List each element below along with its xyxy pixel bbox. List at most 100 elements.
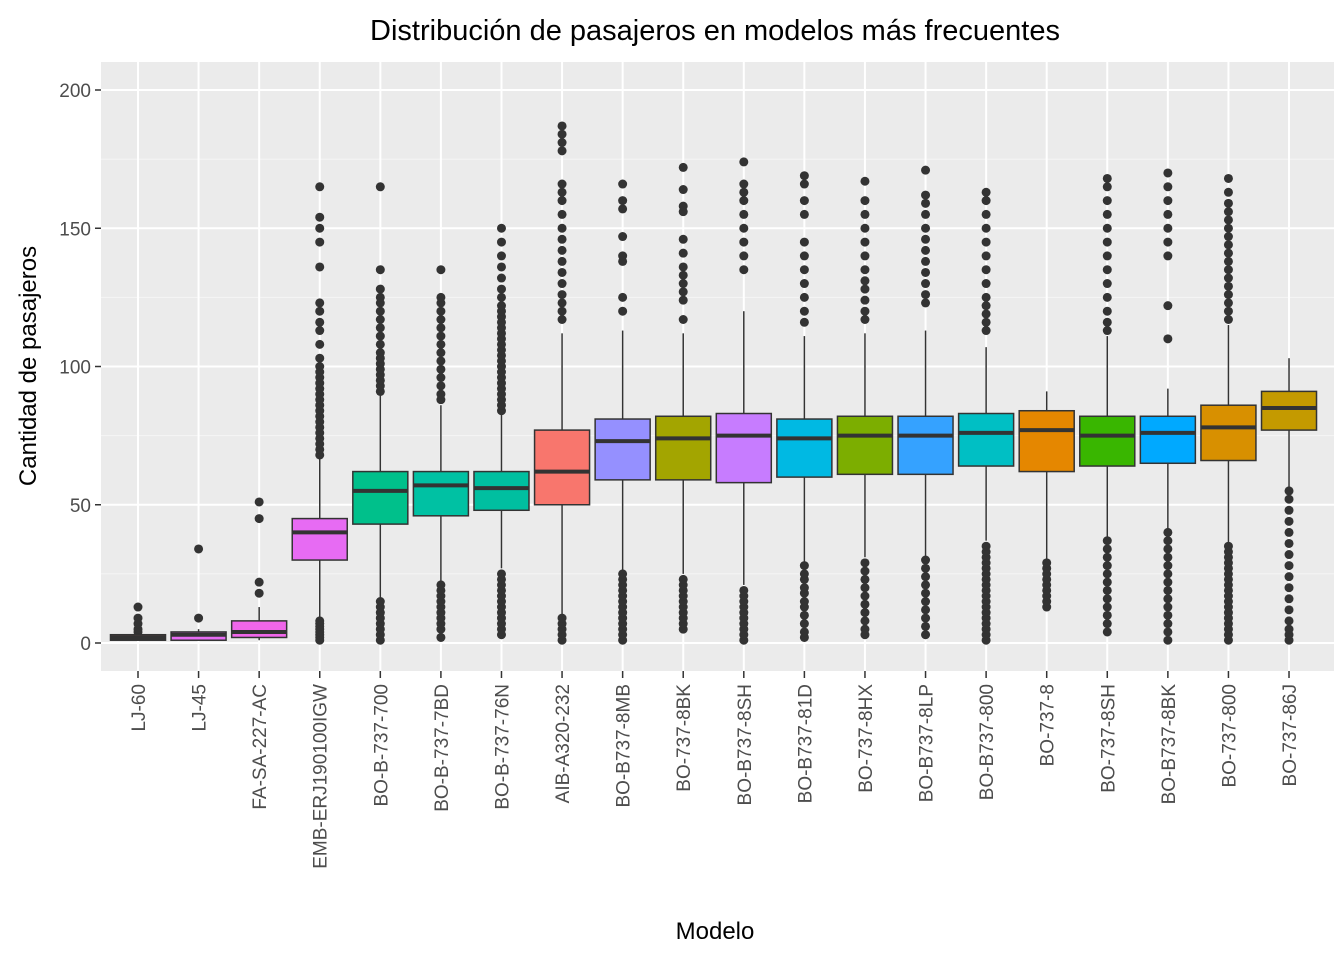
outlier-point (1284, 561, 1294, 571)
outlier-point (496, 223, 506, 233)
outlier-point (860, 591, 870, 601)
box-body (1018, 409, 1075, 473)
outlier-point (1163, 561, 1173, 571)
outlier-point (1223, 281, 1233, 291)
outlier-point (1223, 223, 1233, 233)
outlier-point (921, 267, 931, 277)
outlier-point (739, 179, 749, 189)
box-group (352, 182, 409, 645)
outlier-point (557, 290, 567, 300)
outlier-point (921, 245, 931, 255)
outlier-point (618, 204, 628, 214)
outlier-point (1223, 198, 1233, 208)
outlier-point (1163, 635, 1173, 645)
outlier-point (1102, 317, 1112, 327)
outlier-point (981, 196, 991, 206)
x-tick-label: BO-B737-81D (795, 684, 816, 803)
outlier-point (799, 279, 809, 289)
outlier-point (557, 187, 567, 197)
outlier-point (375, 265, 385, 275)
axis-layer: 0 50 100 150 200 LJ-60 LJ-45 FA-SA-227-AC EMB-ER… (59, 81, 1301, 869)
outlier-point (315, 339, 325, 349)
box-body (1260, 390, 1318, 431)
outlier-point (436, 364, 446, 374)
outlier-point (921, 572, 931, 582)
outlier-point (799, 179, 809, 189)
box-body (897, 415, 954, 476)
outlier-point (799, 251, 809, 261)
outlier-point (618, 196, 628, 206)
box-body (957, 412, 1015, 467)
outlier-point (1284, 605, 1294, 615)
outlier-point (557, 223, 567, 233)
outlier-point (921, 613, 931, 623)
outlier-point (496, 237, 506, 247)
outlier-point (1223, 256, 1233, 266)
outlier-point (436, 389, 446, 399)
x-tick-label: BO-B-737-700 (371, 684, 392, 807)
outlier-point (799, 171, 809, 181)
outlier-point (254, 577, 264, 587)
outlier-point (436, 373, 446, 383)
outlier-point (860, 265, 870, 275)
outlier-point (739, 251, 749, 261)
outlier-point (315, 616, 325, 626)
box-body (1079, 415, 1136, 467)
outlier-point (1284, 583, 1294, 593)
box-group (836, 176, 894, 640)
x-tick-label: BO-B-737-7BD (432, 684, 453, 812)
outlier-point (1284, 486, 1294, 496)
outlier-point (860, 616, 870, 626)
outlier-point (618, 251, 628, 261)
y-tick-label: 50 (70, 496, 91, 517)
outlier-point (860, 574, 870, 584)
outlier-point (1284, 516, 1294, 526)
outlier-point (1102, 610, 1112, 620)
outlier-point (557, 179, 567, 189)
outlier-point (1102, 619, 1112, 629)
box-group (654, 162, 712, 634)
outlier-point (981, 265, 991, 275)
outlier-point (860, 295, 870, 305)
outlier-point (1163, 577, 1173, 587)
outlier-point (557, 234, 567, 244)
outlier-point (1102, 577, 1112, 587)
outlier-point (860, 624, 870, 634)
outlier-point (315, 306, 325, 316)
outlier-point (1163, 569, 1173, 579)
x-tick-label: FA-SA-227-AC (250, 684, 271, 810)
outlier-point (436, 331, 446, 341)
outlier-point (1223, 265, 1233, 275)
outlier-point (557, 306, 567, 316)
outlier-point (799, 597, 809, 607)
outlier-point (860, 209, 870, 219)
outlier-point (1163, 602, 1173, 612)
outlier-point (375, 348, 385, 358)
outlier-point (860, 566, 870, 576)
outlier-point (1102, 602, 1112, 612)
outlier-point (1223, 240, 1233, 250)
outlier-point (1284, 594, 1294, 604)
outlier-point (315, 317, 325, 327)
outlier-point (1102, 196, 1112, 206)
x-tick-label: BO-B737-800 (977, 684, 998, 800)
outlier-point (1102, 306, 1112, 316)
outlier-point (1223, 306, 1233, 316)
outlier-point (436, 306, 446, 316)
box-group (1139, 168, 1197, 645)
box-group (412, 265, 470, 642)
outlier-point (194, 613, 204, 623)
outlier-point (1042, 558, 1052, 568)
outlier-point (678, 162, 688, 172)
outlier-point (133, 613, 143, 623)
box-group (957, 187, 1015, 645)
outlier-point (1102, 237, 1112, 247)
outlier-point (315, 212, 325, 222)
outlier-point (436, 632, 446, 642)
outlier-point (981, 309, 991, 319)
y-axis-title: Cantidad de pasajeros (15, 246, 42, 486)
outlier-point (860, 223, 870, 233)
outlier-point (1223, 541, 1233, 551)
outlier-point (860, 196, 870, 206)
